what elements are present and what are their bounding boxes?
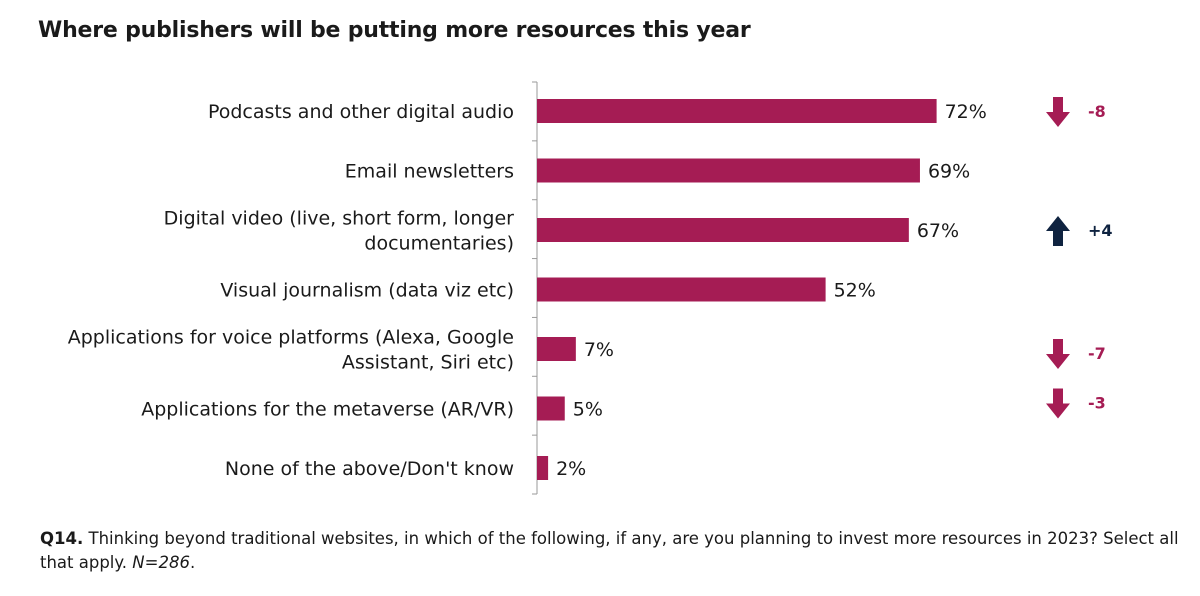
category-label-6: Applications for the metaverse (AR/VR) (141, 399, 514, 421)
category-label-4: Visual journalism (data viz etc) (220, 280, 514, 302)
change-label-6: -3 (1088, 394, 1106, 413)
footnote-end: . (189, 553, 196, 572)
value-label-1: 72% (945, 101, 987, 123)
bar-1 (537, 99, 937, 123)
change-label-1: -8 (1088, 102, 1106, 121)
bar-3 (537, 218, 909, 242)
value-label-3: 67% (917, 220, 959, 242)
category-label-3: Digital video (live, short form, longer (164, 208, 515, 230)
change-label-3: +4 (1088, 221, 1113, 240)
change-arrow-down-6 (1046, 388, 1070, 419)
value-label-4: 52% (834, 280, 876, 302)
chart-title: Where publishers will be putting more re… (38, 18, 751, 43)
category-label-5: Assistant, Siri etc) (342, 352, 514, 374)
category-label-7: None of the above/Don't know (225, 458, 514, 480)
category-label-3: documentaries) (364, 233, 514, 255)
category-label-5: Applications for voice platforms (Alexa,… (68, 327, 514, 349)
value-label-2: 69% (928, 161, 970, 183)
footnote: Q14. Thinking beyond traditional website… (40, 527, 1180, 575)
change-label-5: -7 (1088, 344, 1106, 363)
value-label-6: 5% (573, 399, 603, 421)
bar-chart: 72% Podcasts and other digital audio 69% Em… (68, 81, 1113, 495)
bar-2 (537, 158, 920, 183)
category-label-1: Podcasts and other digital audio (208, 101, 514, 123)
bar-7 (537, 456, 549, 480)
bar-4 (537, 277, 826, 302)
change-arrow-up-3 (1046, 216, 1070, 246)
value-label-5: 7% (584, 339, 614, 361)
category-label-2: Email newsletters (345, 161, 514, 183)
bar-6 (537, 396, 565, 421)
question-id: Q14. (40, 529, 84, 548)
bar-5 (537, 337, 576, 361)
value-label-7: 2% (556, 458, 586, 480)
sample-size: N=286 (132, 553, 190, 572)
question-text: Thinking beyond traditional websites, in… (40, 529, 1179, 572)
change-arrow-down-5 (1046, 339, 1070, 369)
change-arrow-down-1 (1046, 97, 1070, 127)
